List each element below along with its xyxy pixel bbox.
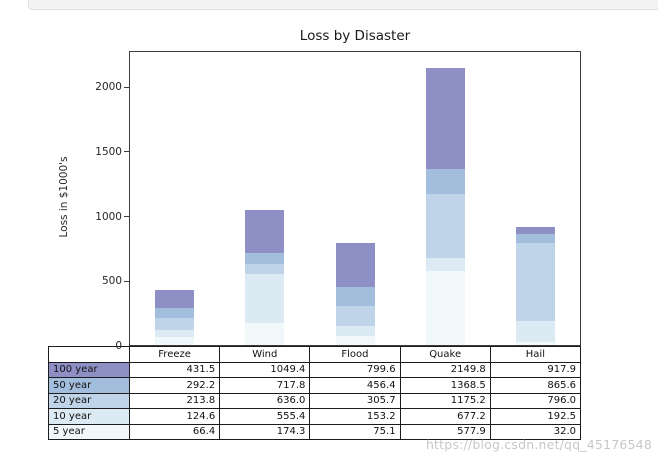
table-corner-cell <box>48 346 130 363</box>
column-header-flood: Flood <box>309 346 401 363</box>
cell-5-year-freeze: 66.4 <box>128 423 221 440</box>
cell-10-year-quake: 677.2 <box>399 408 491 425</box>
bar-quake-5-year <box>425 271 465 346</box>
cell-10-year-flood: 153.2 <box>309 408 401 425</box>
cell-10-year-wind: 555.4 <box>219 408 311 425</box>
cell-5-year-quake: 577.9 <box>399 423 491 440</box>
bar-wind-5-year <box>245 323 285 346</box>
cell-10-year-hail: 192.5 <box>489 408 582 425</box>
cell-50-year-freeze: 292.2 <box>128 377 221 394</box>
cell-5-year-flood: 75.1 <box>309 423 401 440</box>
cell-20-year-hail: 796.0 <box>489 392 582 409</box>
data-table: Freeze Wind Flood Quake Hail 100 year 431.5 104… <box>48 346 582 440</box>
bar-hail-10-year <box>516 321 556 346</box>
y-tick-mark-2000 <box>124 86 129 88</box>
bar-hail-5-year <box>516 341 556 346</box>
cell-5-year-wind: 174.3 <box>219 423 311 440</box>
cell-20-year-quake: 1175.2 <box>399 392 491 409</box>
y-tick-mark-1500 <box>124 151 129 153</box>
cell-20-year-freeze: 213.8 <box>128 392 221 409</box>
y-axis-label: Loss in $1000's <box>58 156 70 238</box>
cell-100-year-wind: 1049.4 <box>219 361 311 378</box>
y-tick-label-1000: 1000 <box>95 210 122 223</box>
cell-50-year-hail: 865.6 <box>489 377 582 394</box>
chart-title: Loss by Disaster <box>299 28 411 44</box>
row-label-10-year: 10 year <box>48 408 130 425</box>
row-label-50-year: 50 year <box>48 377 130 394</box>
y-tick-mark-1000 <box>124 216 129 218</box>
cell-10-year-freeze: 124.6 <box>128 408 221 425</box>
cell-50-year-quake: 1368.5 <box>399 377 491 394</box>
cell-100-year-hail: 917.9 <box>489 361 582 378</box>
row-label-20-year: 20 year <box>48 392 130 409</box>
page-top-bar <box>28 0 658 10</box>
bar-freeze-5-year <box>154 337 194 346</box>
y-tick-label-500: 500 <box>101 275 122 288</box>
bar-flood-5-year <box>335 336 375 346</box>
y-tick-mark-0 <box>124 345 129 347</box>
cell-5-year-hail: 32.0 <box>489 423 582 440</box>
y-tick-mark-500 <box>124 280 129 282</box>
cell-100-year-quake: 2149.8 <box>399 361 491 378</box>
cell-20-year-wind: 636.0 <box>219 392 311 409</box>
column-header-wind: Wind <box>219 346 311 363</box>
cell-50-year-flood: 456.4 <box>309 377 401 394</box>
plot-area <box>129 51 581 346</box>
column-header-quake: Quake <box>399 346 491 363</box>
cell-100-year-flood: 799.6 <box>309 361 401 378</box>
cell-20-year-flood: 305.7 <box>309 392 401 409</box>
y-tick-label-2000: 2000 <box>95 81 122 94</box>
y-tick-label-1500: 1500 <box>95 145 122 158</box>
cell-50-year-wind: 717.8 <box>219 377 311 394</box>
watermark-text: https://blog.csdn.net/qq_45176548 <box>425 437 652 452</box>
column-header-freeze: Freeze <box>128 346 221 363</box>
row-label-5-year: 5 year <box>48 423 130 440</box>
cell-100-year-freeze: 431.5 <box>128 361 221 378</box>
y-tick-label-0: 0 <box>115 340 122 352</box>
row-label-100-year: 100 year <box>48 361 130 378</box>
column-header-hail: Hail <box>489 346 582 363</box>
